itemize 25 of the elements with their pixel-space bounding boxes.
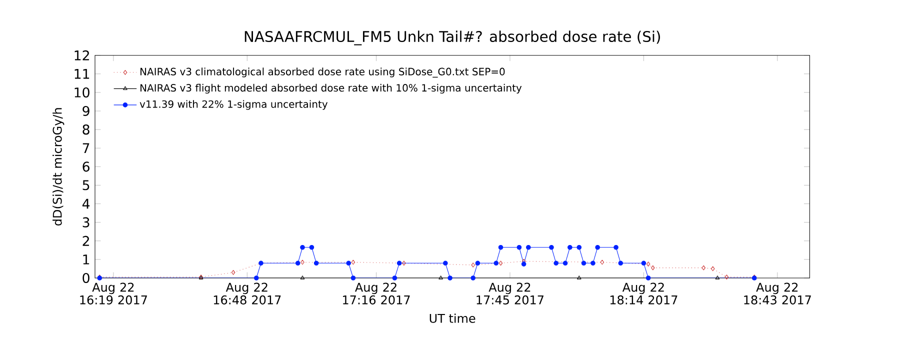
y-tick-label: 12 — [74, 50, 89, 60]
y-tick-label: 0 — [82, 272, 90, 284]
legend-label: NAIRAS v3 flight modeled absorbed dose rate with 10% 1-sigma uncertainty — [140, 84, 522, 94]
x-tick-label: Aug 22 18:43 2017 — [744, 282, 811, 304]
x-tick-label: Aug 22 16:19 2017 — [80, 282, 147, 304]
y-axis-title: dD(Si)/dt microGy/h — [52, 108, 64, 226]
y-tick-label: 9 — [82, 106, 90, 116]
x-axis-title: UT time — [430, 314, 476, 323]
y-tick-label: 8 — [82, 124, 90, 135]
y-tick-label: 2 — [82, 236, 89, 246]
y-tick-label: 11 — [74, 69, 90, 79]
x-tick-label: Aug 22 16:48 2017 — [214, 282, 281, 304]
y-tick-label: 6 — [82, 162, 90, 172]
y-tick-label: 10 — [74, 87, 90, 98]
y-tick-label: 7 — [82, 143, 90, 153]
x-tick-label: Aug 22 17:45 2017 — [476, 282, 544, 304]
x-tick-label: Aug 22 18:14 2017 — [610, 282, 678, 304]
y-tick-label: 4 — [82, 198, 90, 209]
y-tick-label: 1 — [83, 254, 90, 264]
y-tick-label: 5 — [82, 180, 90, 190]
y-tick-label: 3 — [82, 217, 90, 228]
legend-label: NAIRAS v3 climatological absorbed dose rate using SiDose_G0.txt SEP=0 — [140, 68, 505, 78]
chart-title: NASAAFRCMUL_FM5 Unkn Tail#? absorbed dose rate (Si) — [244, 30, 660, 46]
x-tick-label: Aug 22 17:16 2017 — [343, 282, 410, 304]
legend-label: v11.39 with 22% 1-sigma uncertainty — [140, 100, 328, 110]
